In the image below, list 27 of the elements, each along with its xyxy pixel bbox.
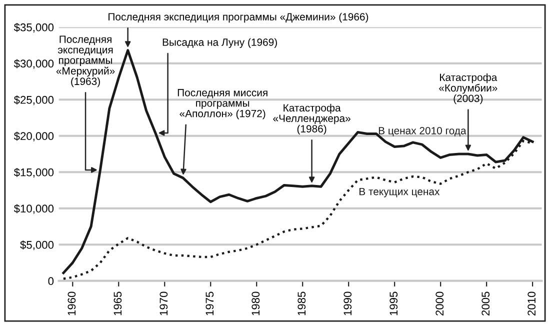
y-tick-label: $30,000 (14, 59, 54, 69)
y-tick-label: $25,000 (14, 95, 54, 106)
y-tick-label: $35,000 (14, 22, 54, 33)
y-tick-label: $5,000 (20, 240, 54, 250)
annotation: Катастрофа «Колумбии» (2003) (439, 73, 498, 104)
annotation: Высадка на Луну (1969) (162, 38, 277, 48)
y-tick-label: $10,000 (14, 204, 54, 214)
x-tick-label: 1990 (344, 292, 352, 316)
y-tick-label: 0 (48, 277, 54, 286)
annotation: Последняя экспедиция программы «Меркурий» (1963) (56, 36, 115, 88)
x-tick-label: 1960 (68, 292, 76, 316)
x-tick-label: 2000 (436, 292, 444, 316)
x-tick-label: 1995 (390, 292, 398, 316)
y-tick-label: $20,000 (14, 132, 54, 142)
x-tick-label: 1970 (160, 292, 168, 316)
series-label: В ценах 2010 года (378, 126, 466, 136)
series-label: В текущих ценах (360, 188, 440, 198)
annotation: Катастрофа «Челленджера» (1986) (273, 104, 350, 135)
y-tick-label: $15,000 (14, 168, 54, 178)
x-tick-label: 2005 (482, 292, 490, 316)
x-tick-label: 2010 (528, 292, 536, 316)
x-tick-label: 1985 (298, 292, 306, 316)
x-tick-label: 1975 (206, 292, 214, 316)
annotation: Последняя миссия программы «Аполлон» (1972) (178, 89, 268, 120)
annotation: Последняя экспедиция программы «Джемини» (1966) (108, 12, 368, 23)
x-tick-label: 1980 (252, 292, 260, 316)
x-tick-label: 1965 (114, 292, 122, 316)
